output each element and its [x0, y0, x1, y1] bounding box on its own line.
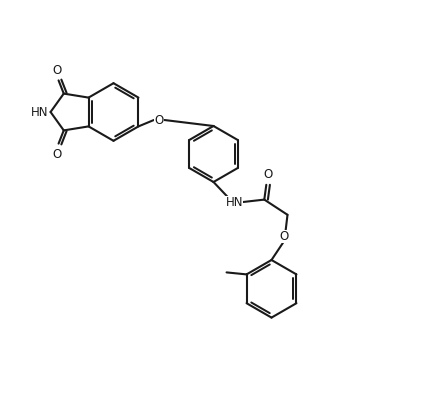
Text: HN: HN	[225, 196, 243, 209]
Text: O: O	[280, 230, 289, 243]
Text: O: O	[52, 64, 61, 76]
Text: O: O	[52, 148, 61, 160]
Text: HN: HN	[30, 106, 48, 118]
Text: O: O	[263, 168, 272, 181]
Text: O: O	[154, 114, 164, 126]
